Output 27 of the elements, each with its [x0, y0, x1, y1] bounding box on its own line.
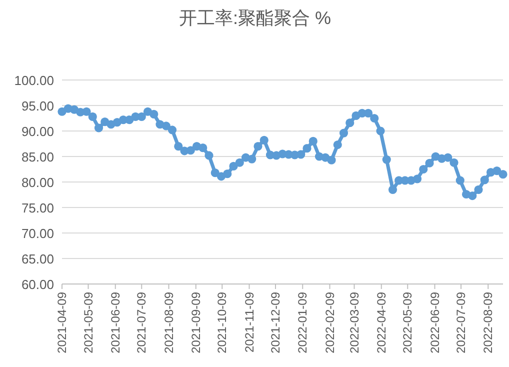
y-tick-label: 60.00 — [21, 277, 54, 292]
x-tick-label: 2021-08-09 — [162, 292, 176, 354]
x-tick-label: 2021-04-09 — [55, 292, 69, 354]
title: 开工率:聚酯聚合 % — [179, 8, 331, 28]
x-tick-label: 2022-02-09 — [322, 292, 337, 354]
y-tick-label: 80.00 — [21, 175, 54, 190]
x-tick-label: 2022-08-09 — [481, 292, 496, 354]
x-tick-label: 2022-07-09 — [454, 292, 468, 354]
x-tick-label: 2021-12-09 — [268, 292, 282, 354]
y-tick-label: 100.00 — [14, 73, 54, 88]
y-tick-label: 85.00 — [21, 150, 54, 164]
y-tick-label: 70.00 — [21, 226, 54, 241]
x-tick-label: 2022-01-09 — [296, 292, 310, 354]
x-tick-label: 2021-09-09 — [188, 292, 203, 354]
x-tick-label: 2021-05-09 — [81, 292, 96, 354]
y-tick-label: 90.00 — [21, 124, 54, 139]
y-tick-label: 75.00 — [21, 200, 54, 216]
x-tick-label: 2021-10-09 — [215, 292, 230, 354]
x-tick-label: 2021-07-09 — [134, 292, 149, 354]
y-tick-label: 95.00 — [21, 98, 54, 114]
x-tick-label: 2021-11-09 — [242, 292, 256, 352]
y-tick-label: 65.00 — [21, 252, 54, 266]
x-tick-label: 2022-06-09 — [428, 292, 442, 354]
x-tick-label: 2022-03-09 — [347, 292, 362, 354]
x-tick-label: 2022-04-09 — [374, 292, 388, 354]
x-tick-label: 2021-06-09 — [108, 292, 122, 354]
x-tick-label: 2022-05-09 — [400, 292, 415, 354]
